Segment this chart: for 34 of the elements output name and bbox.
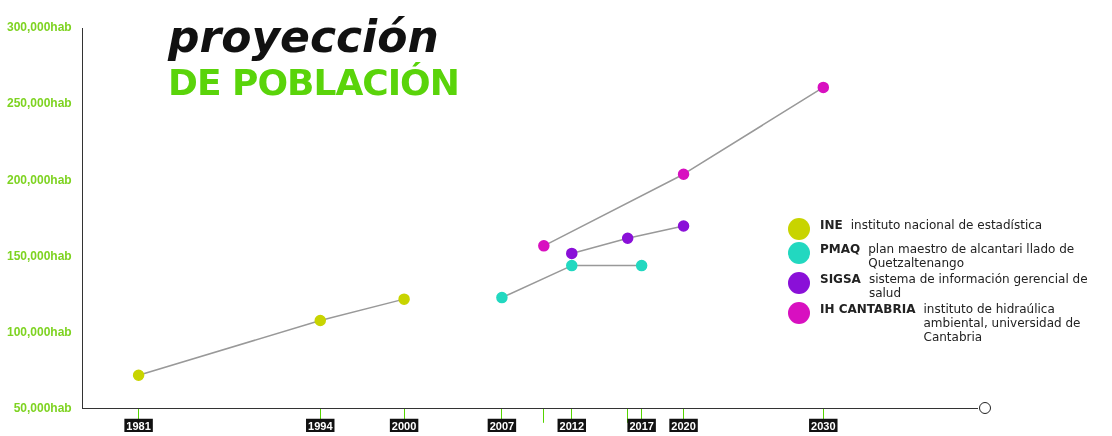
- x-tick-label: 2007: [489, 420, 515, 433]
- y-tick-label: 200,000hab: [6, 172, 72, 187]
- x-tick-label: 2020: [671, 420, 696, 433]
- x-tick-label: 1994: [308, 420, 334, 433]
- point: [677, 220, 690, 232]
- x-tick-label: 2017: [629, 420, 654, 433]
- chart-title: proyección: [168, 11, 439, 62]
- point: [538, 240, 550, 252]
- point: [496, 291, 508, 304]
- point: [132, 369, 145, 382]
- point: [621, 232, 634, 244]
- annotation: instituto de hidraúlica ambiental, universidad de Cantabria: [923, 302, 1082, 344]
- text: DE POBLACIÓN: [168, 62, 459, 104]
- legend-label: INE: [820, 218, 843, 232]
- x-tick-label: 2030: [811, 420, 836, 433]
- point: [566, 259, 578, 272]
- x-tick-label: 1981: [126, 420, 151, 433]
- point: [314, 314, 327, 327]
- x-tick-label: 2012: [559, 420, 585, 433]
- point: [635, 259, 648, 272]
- y-tick-label: 300,000hab: [6, 20, 72, 35]
- y-tick-label: 150,000hab: [6, 248, 72, 263]
- point: [817, 81, 830, 94]
- point: [398, 293, 410, 305]
- y-tick-label: 50,000hab: [13, 401, 72, 416]
- point: [677, 168, 690, 180]
- legend-label: PMAQ: [820, 242, 861, 256]
- y-tick-label: 250,000hab: [6, 96, 72, 111]
- point: [566, 247, 578, 260]
- legend-label: SIGSA: [820, 272, 861, 286]
- legend-label: IH CANTABRIA: [820, 302, 916, 316]
- x-tick-label: 2000: [391, 420, 417, 433]
- annotation: instituto nacional de estadística: [850, 218, 1043, 232]
- y-tick-label: 100,000hab: [6, 324, 72, 339]
